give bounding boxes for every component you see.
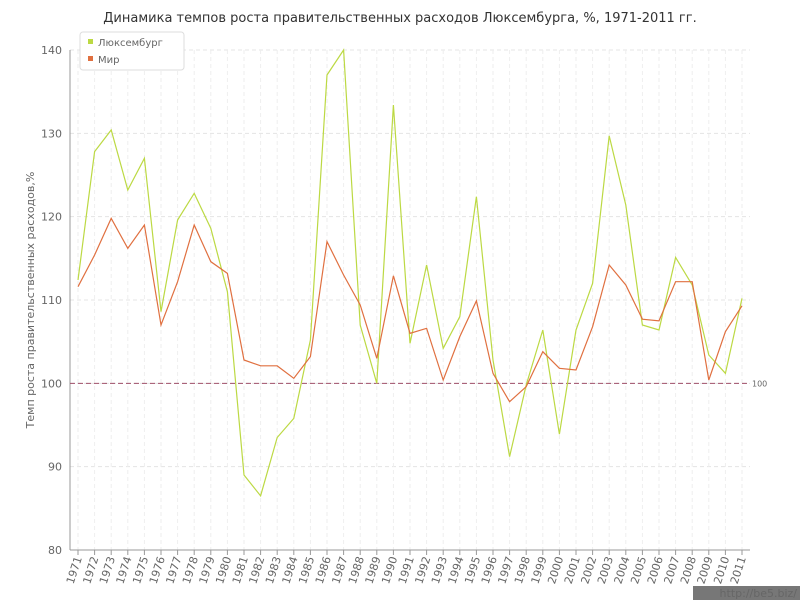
y-tick-label: 80 (48, 544, 62, 557)
reference-label: 100 (752, 379, 767, 388)
y-axis-label: Темп роста правительственных расходов,% (24, 172, 37, 430)
watermark-bg (693, 586, 800, 600)
legend-label: Мир (98, 55, 119, 66)
chart-title: Динамика темпов роста правительственных … (103, 11, 696, 26)
series-line (77, 216, 743, 403)
y-tick-label: 90 (48, 461, 62, 474)
watermark: http://be5.biz/ (720, 587, 798, 600)
y-tick-label: 130 (41, 127, 62, 140)
legend-swatch (88, 39, 93, 44)
legend-box (79, 31, 185, 71)
y-tick-label: 140 (41, 44, 62, 57)
legend: Люксембург Мир (79, 31, 185, 71)
series-line (77, 48, 743, 498)
y-tick-label: 120 (41, 211, 62, 224)
legend-swatch (88, 56, 93, 61)
y-tick-label: 100 (41, 377, 62, 390)
legend-label: Люксембург (98, 38, 163, 49)
y-tick-label: 110 (41, 294, 62, 307)
